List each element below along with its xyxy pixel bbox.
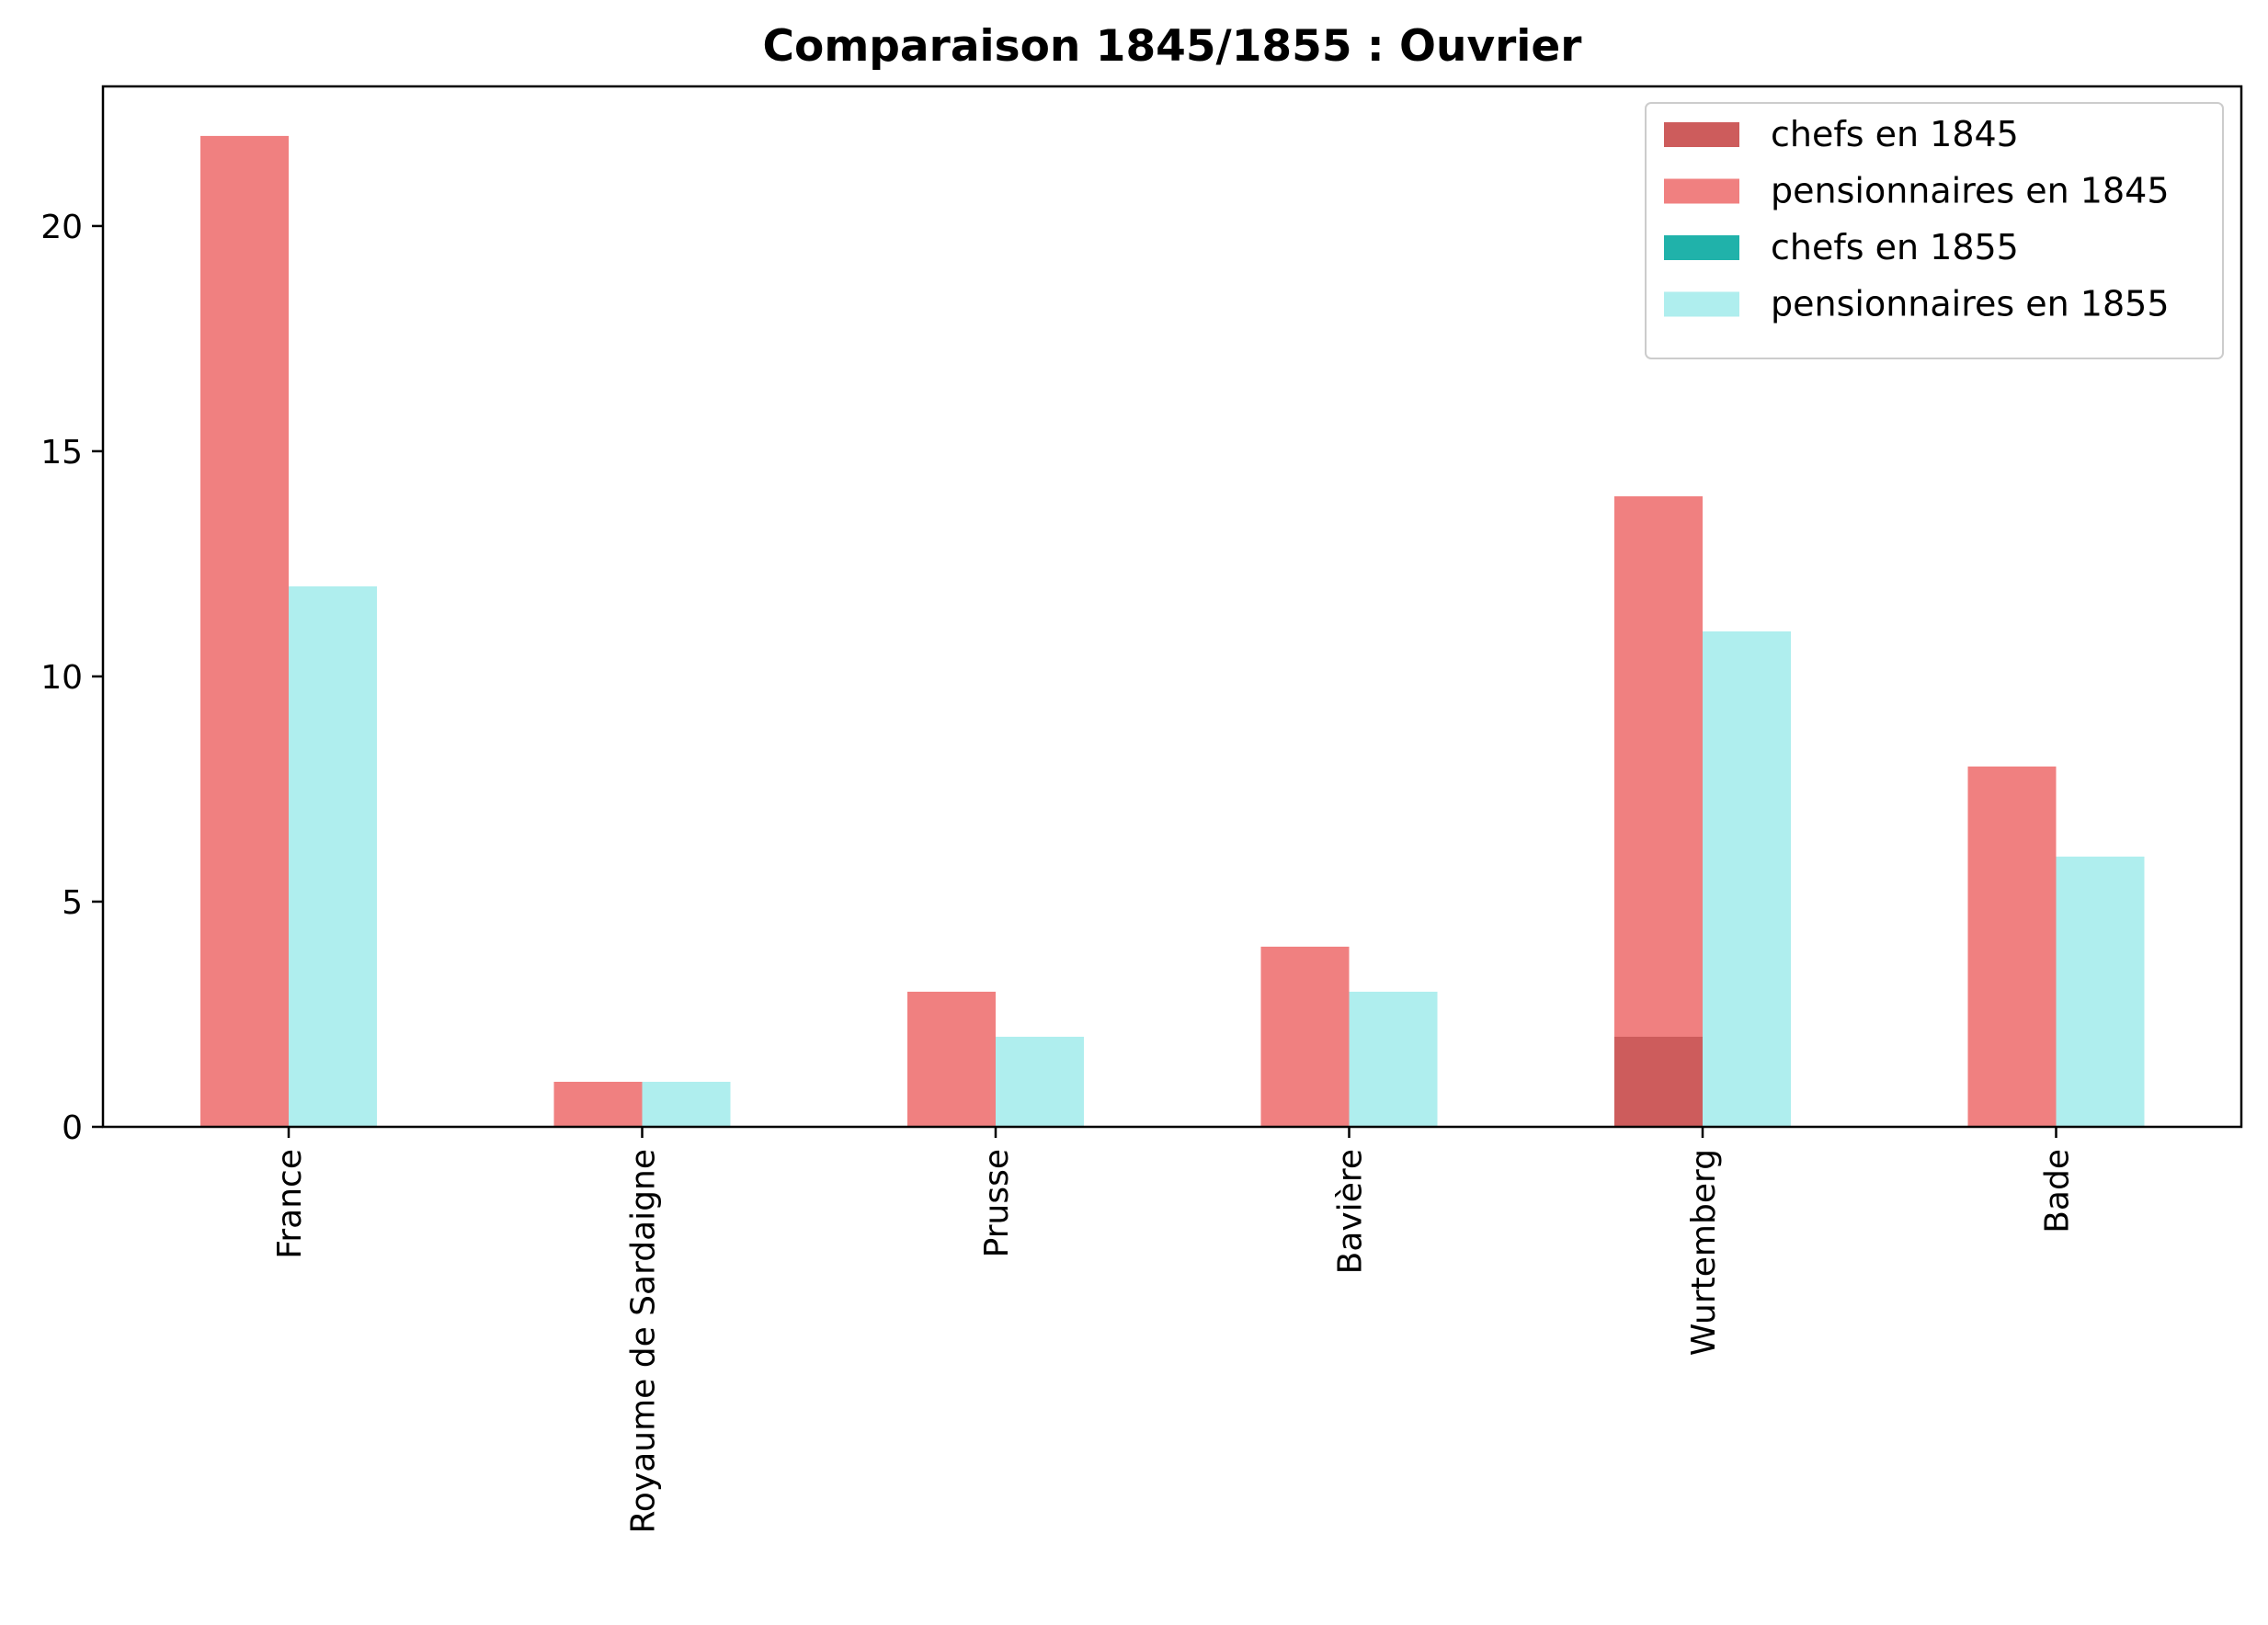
bar-pensionnaires-en-1845-france: [200, 135, 289, 1127]
legend-label-chefs-en-1855: chefs en 1855: [1771, 227, 2019, 267]
bar-pensionnaires-en-1845-wurtemberg: [1614, 495, 1703, 1037]
bar-pensionnaires-en-1855-wurtemberg: [1703, 631, 1791, 1127]
chart-title: Comparaison 1845/1855 : Ouvrier: [763, 21, 1583, 72]
y-tick-label: 20: [40, 209, 83, 246]
bar-pensionnaires-en-1855-france: [289, 585, 377, 1127]
y-tick-label: 5: [62, 884, 83, 922]
legend-swatch-chefs-en-1855: [1664, 235, 1739, 260]
legend-label-pensionnaires-en-1855: pensionnaires en 1855: [1771, 284, 2170, 324]
legend-swatch-chefs-en-1845: [1664, 122, 1739, 147]
y-axis: 0 5 10 15 20: [40, 209, 103, 1147]
x-axis: France Royaume de Sardaigne Prusse Bavière W…: [271, 1127, 2077, 1534]
legend-swatch-pensionnaires-en-1855: [1664, 291, 1739, 317]
legend-frame: [1645, 102, 2224, 359]
x-tick-label-bade: Bade: [2039, 1149, 2077, 1233]
legend: chefs en 1845 pensionnaires en 1845 chefs …: [1645, 102, 2224, 359]
bar-pensionnaires-en-1845-royaume-de-sardaigne: [553, 1081, 643, 1127]
x-tick-label-prusse: Prusse: [978, 1149, 1016, 1257]
bar-chefs-en-1845-wurtemberg: [1614, 1036, 1703, 1127]
legend-swatch-pensionnaires-en-1845: [1664, 178, 1739, 204]
bar-pensionnaires-en-1845-baviere: [1260, 946, 1350, 1127]
x-tick-label-france: France: [271, 1149, 309, 1259]
bar-pensionnaires-en-1845-bade: [1967, 766, 2057, 1127]
legend-label-pensionnaires-en-1845: pensionnaires en 1845: [1771, 171, 2170, 211]
plot-frame: [101, 85, 2243, 1129]
bar-pensionnaires-en-1855-bade: [2056, 856, 2145, 1127]
bar-pensionnaires-en-1855-royaume-de-sardaigne: [642, 1081, 731, 1127]
bars-layer: [200, 135, 2145, 1127]
y-tick-label: 10: [40, 659, 83, 697]
x-tick-label-baviere: Bavière: [1332, 1149, 1370, 1274]
legend-label-chefs-en-1845: chefs en 1845: [1771, 114, 2019, 154]
bar-pensionnaires-en-1845-prusse: [907, 991, 996, 1127]
bar-pensionnaires-en-1855-prusse: [996, 1036, 1084, 1127]
y-tick-label: 0: [62, 1109, 83, 1147]
x-tick-label-royaume-de-sardaigne: Royaume de Sardaigne: [625, 1149, 663, 1534]
x-tick-label-wurtemberg: Wurtemberg: [1685, 1149, 1723, 1356]
y-tick-label: 15: [40, 434, 83, 472]
bar-pensionnaires-en-1855-baviere: [1349, 991, 1438, 1127]
